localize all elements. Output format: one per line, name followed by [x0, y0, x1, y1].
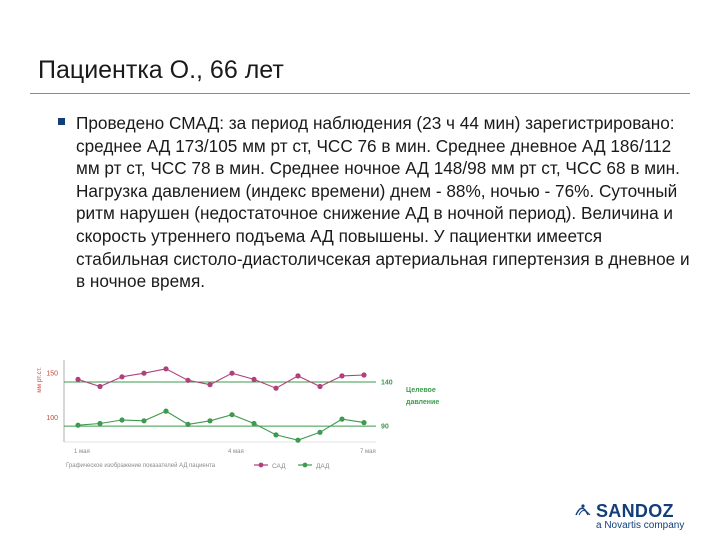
sandoz-logo: SANDOZ a Novartis company — [574, 498, 694, 538]
reference-label-140: 140 — [381, 380, 393, 387]
point-dad-11 — [317, 429, 323, 435]
point-dad-5 — [185, 421, 191, 427]
bullet-square-icon — [58, 118, 65, 125]
point-sad-12 — [339, 373, 345, 379]
point-sad-11 — [317, 383, 323, 390]
reference-note-line-2: давление — [406, 399, 439, 406]
point-dad-10 — [295, 437, 301, 443]
point-sad-7 — [229, 370, 235, 376]
point-sad-2 — [119, 374, 125, 380]
point-dad-1 — [97, 420, 103, 427]
point-dad-9 — [273, 432, 279, 438]
logo-name: SANDOZ — [596, 501, 674, 521]
y-axis-label: мм рт.ст. — [36, 367, 43, 393]
point-sad-10 — [295, 373, 301, 379]
point-sad-9 — [273, 385, 279, 391]
legend-sad: САД — [254, 462, 286, 470]
point-dad-13 — [361, 420, 367, 426]
chart-caption: Графическое изображение показателей АД п… — [66, 462, 216, 469]
point-dad-3 — [141, 418, 147, 424]
slide-title: Пациентка О., 66 лет — [38, 56, 284, 84]
logo-tagline: a Novartis company — [596, 520, 685, 531]
point-dad-12 — [339, 416, 345, 422]
reference-note-line-1: Целевое — [406, 387, 436, 394]
point-sad-1 — [97, 383, 103, 390]
point-sad-0 — [75, 376, 81, 382]
point-sad-13 — [361, 372, 367, 378]
point-sad-8 — [251, 376, 257, 382]
series-line-dad — [77, 410, 365, 441]
title-divider — [30, 93, 690, 94]
legend-dad: ДАД — [298, 462, 330, 470]
reference-label-90: 90 — [381, 424, 389, 431]
point-dad-0 — [75, 422, 81, 428]
point-sad-4 — [163, 366, 169, 372]
legend-dad-label: ДАД — [316, 463, 330, 470]
point-sad-5 — [185, 377, 191, 383]
point-dad-8 — [251, 420, 257, 427]
point-dad-4 — [163, 408, 169, 414]
point-dad-2 — [119, 417, 125, 423]
bullet-text: Проведено СМАД: за период наблюдения (23… — [76, 113, 690, 292]
x-tick-label-0: 1 мая — [74, 449, 90, 455]
series-line-sad — [77, 368, 365, 389]
sandoz-mark-icon — [575, 504, 591, 516]
blood-pressure-chart: мм рт.ст. Целевое давление Графическое и… — [36, 360, 439, 470]
point-sad-3 — [141, 370, 147, 376]
point-dad-6 — [207, 418, 213, 424]
x-tick-label-2: 7 мая — [360, 449, 376, 455]
point-sad-6 — [207, 382, 213, 388]
x-tick-label-1: 4 мая — [228, 449, 244, 455]
y-tick-label-100: 100 — [46, 415, 58, 422]
y-tick-label-150: 150 — [46, 371, 58, 378]
legend-sad-label: САД — [272, 463, 286, 470]
point-dad-7 — [229, 412, 235, 418]
